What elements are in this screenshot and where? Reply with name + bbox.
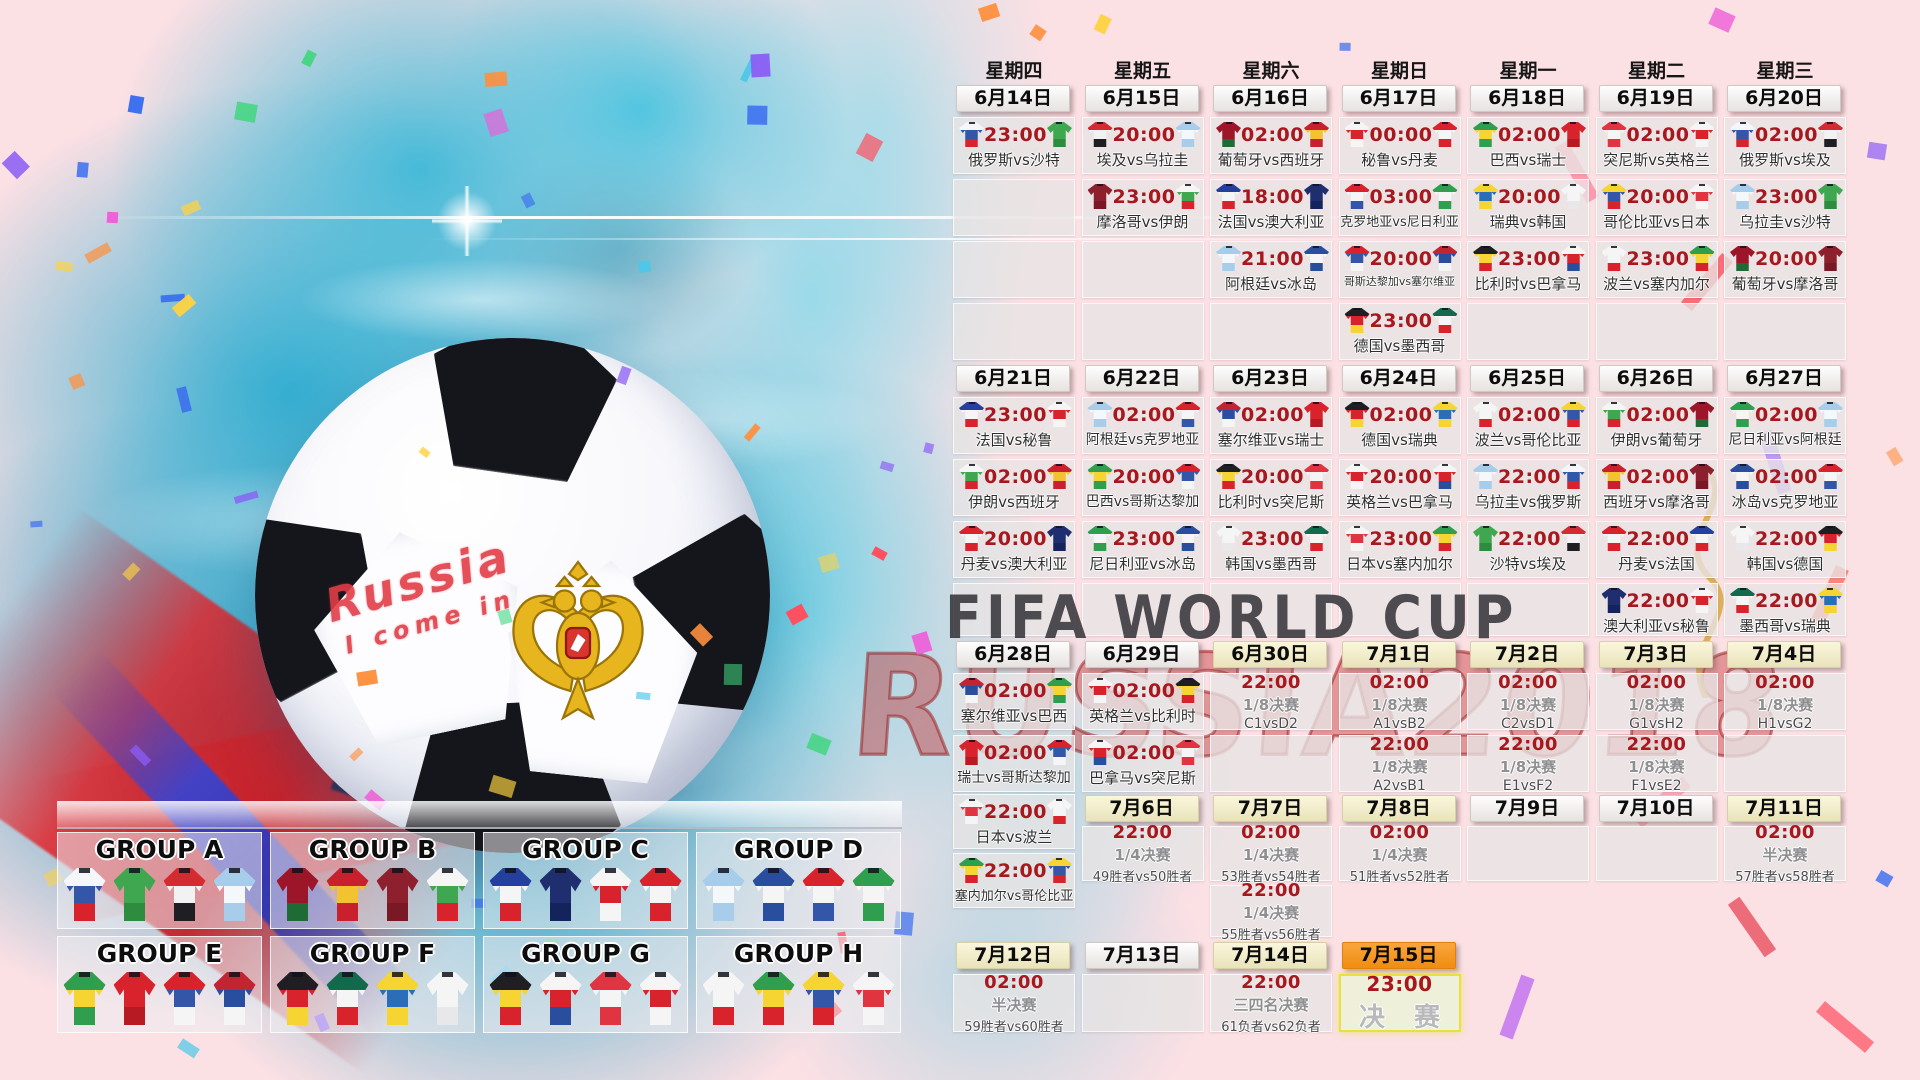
group-panel: GROUP A [57,832,262,929]
team-jersey-icon [276,972,319,1025]
team-jersey-icon [539,868,582,921]
group-jerseys [58,972,261,1025]
team-jersey-icon [326,868,369,921]
group-panel: GROUP B [270,832,475,929]
group-title: GROUP H [733,939,864,968]
team-jersey-icon [489,868,532,921]
team-jersey-icon [213,972,256,1025]
team-jersey-icon [802,868,845,921]
group-jerseys [484,972,687,1025]
team-jersey-icon [163,868,206,921]
team-jersey-icon [589,868,632,921]
group-jerseys [271,972,474,1025]
group-title: GROUP B [308,835,437,864]
group-jerseys [484,868,687,921]
group-jerseys [271,868,474,921]
team-jersey-icon [639,972,682,1025]
team-jersey-icon [702,868,745,921]
team-jersey-icon [276,868,319,921]
group-title: GROUP A [95,835,224,864]
group-title: GROUP F [309,939,436,968]
group-panel: GROUP C [483,832,688,929]
team-jersey-icon [802,972,845,1025]
team-jersey-icon [852,972,895,1025]
group-title: GROUP G [521,939,650,968]
team-jersey-icon [326,972,369,1025]
team-jersey-icon [63,868,106,921]
team-jersey-icon [163,972,206,1025]
team-jersey-icon [639,868,682,921]
group-jerseys [697,972,900,1025]
team-jersey-icon [489,972,532,1025]
team-jersey-icon [702,972,745,1025]
team-jersey-icon [113,972,156,1025]
team-jersey-icon [63,972,106,1025]
group-panel: GROUP G [483,936,688,1033]
group-panel: GROUP D [696,832,901,929]
group-jerseys [697,868,900,921]
group-panel: GROUP E [57,936,262,1033]
group-title: GROUP C [522,835,649,864]
team-jersey-icon [376,868,419,921]
group-title: GROUP E [96,939,223,968]
team-jersey-icon [852,868,895,921]
team-jersey-icon [539,972,582,1025]
team-jersey-icon [589,972,632,1025]
team-jersey-icon [752,868,795,921]
team-jersey-icon [376,972,419,1025]
team-jersey-icon [113,868,156,921]
team-jersey-icon [752,972,795,1025]
team-jersey-icon [426,868,469,921]
team-jersey-icon [213,868,256,921]
group-panel: GROUP F [270,936,475,1033]
group-panel: GROUP H [696,936,901,1033]
group-title: GROUP D [733,835,864,864]
team-jersey-icon [426,972,469,1025]
group-jerseys [58,868,261,921]
